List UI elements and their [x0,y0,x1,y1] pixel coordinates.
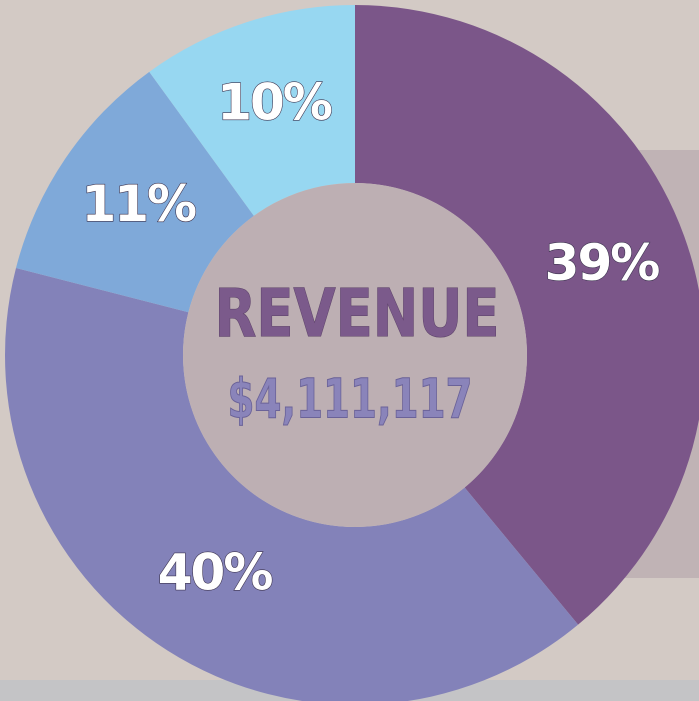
slice-label: 10% [217,73,332,131]
donut-slice [149,5,355,216]
slice-label: 11% [81,175,196,233]
donut [5,5,699,701]
donut-slice [5,267,579,701]
slice-label: 39% [545,234,660,292]
donut-hole [183,183,527,527]
donut-slice [355,5,699,625]
center-subtitle: $4,111,117 [228,368,473,431]
slice-label: 40% [158,544,273,602]
donut-slice [15,71,254,313]
center-title: REVENUE [215,275,500,352]
